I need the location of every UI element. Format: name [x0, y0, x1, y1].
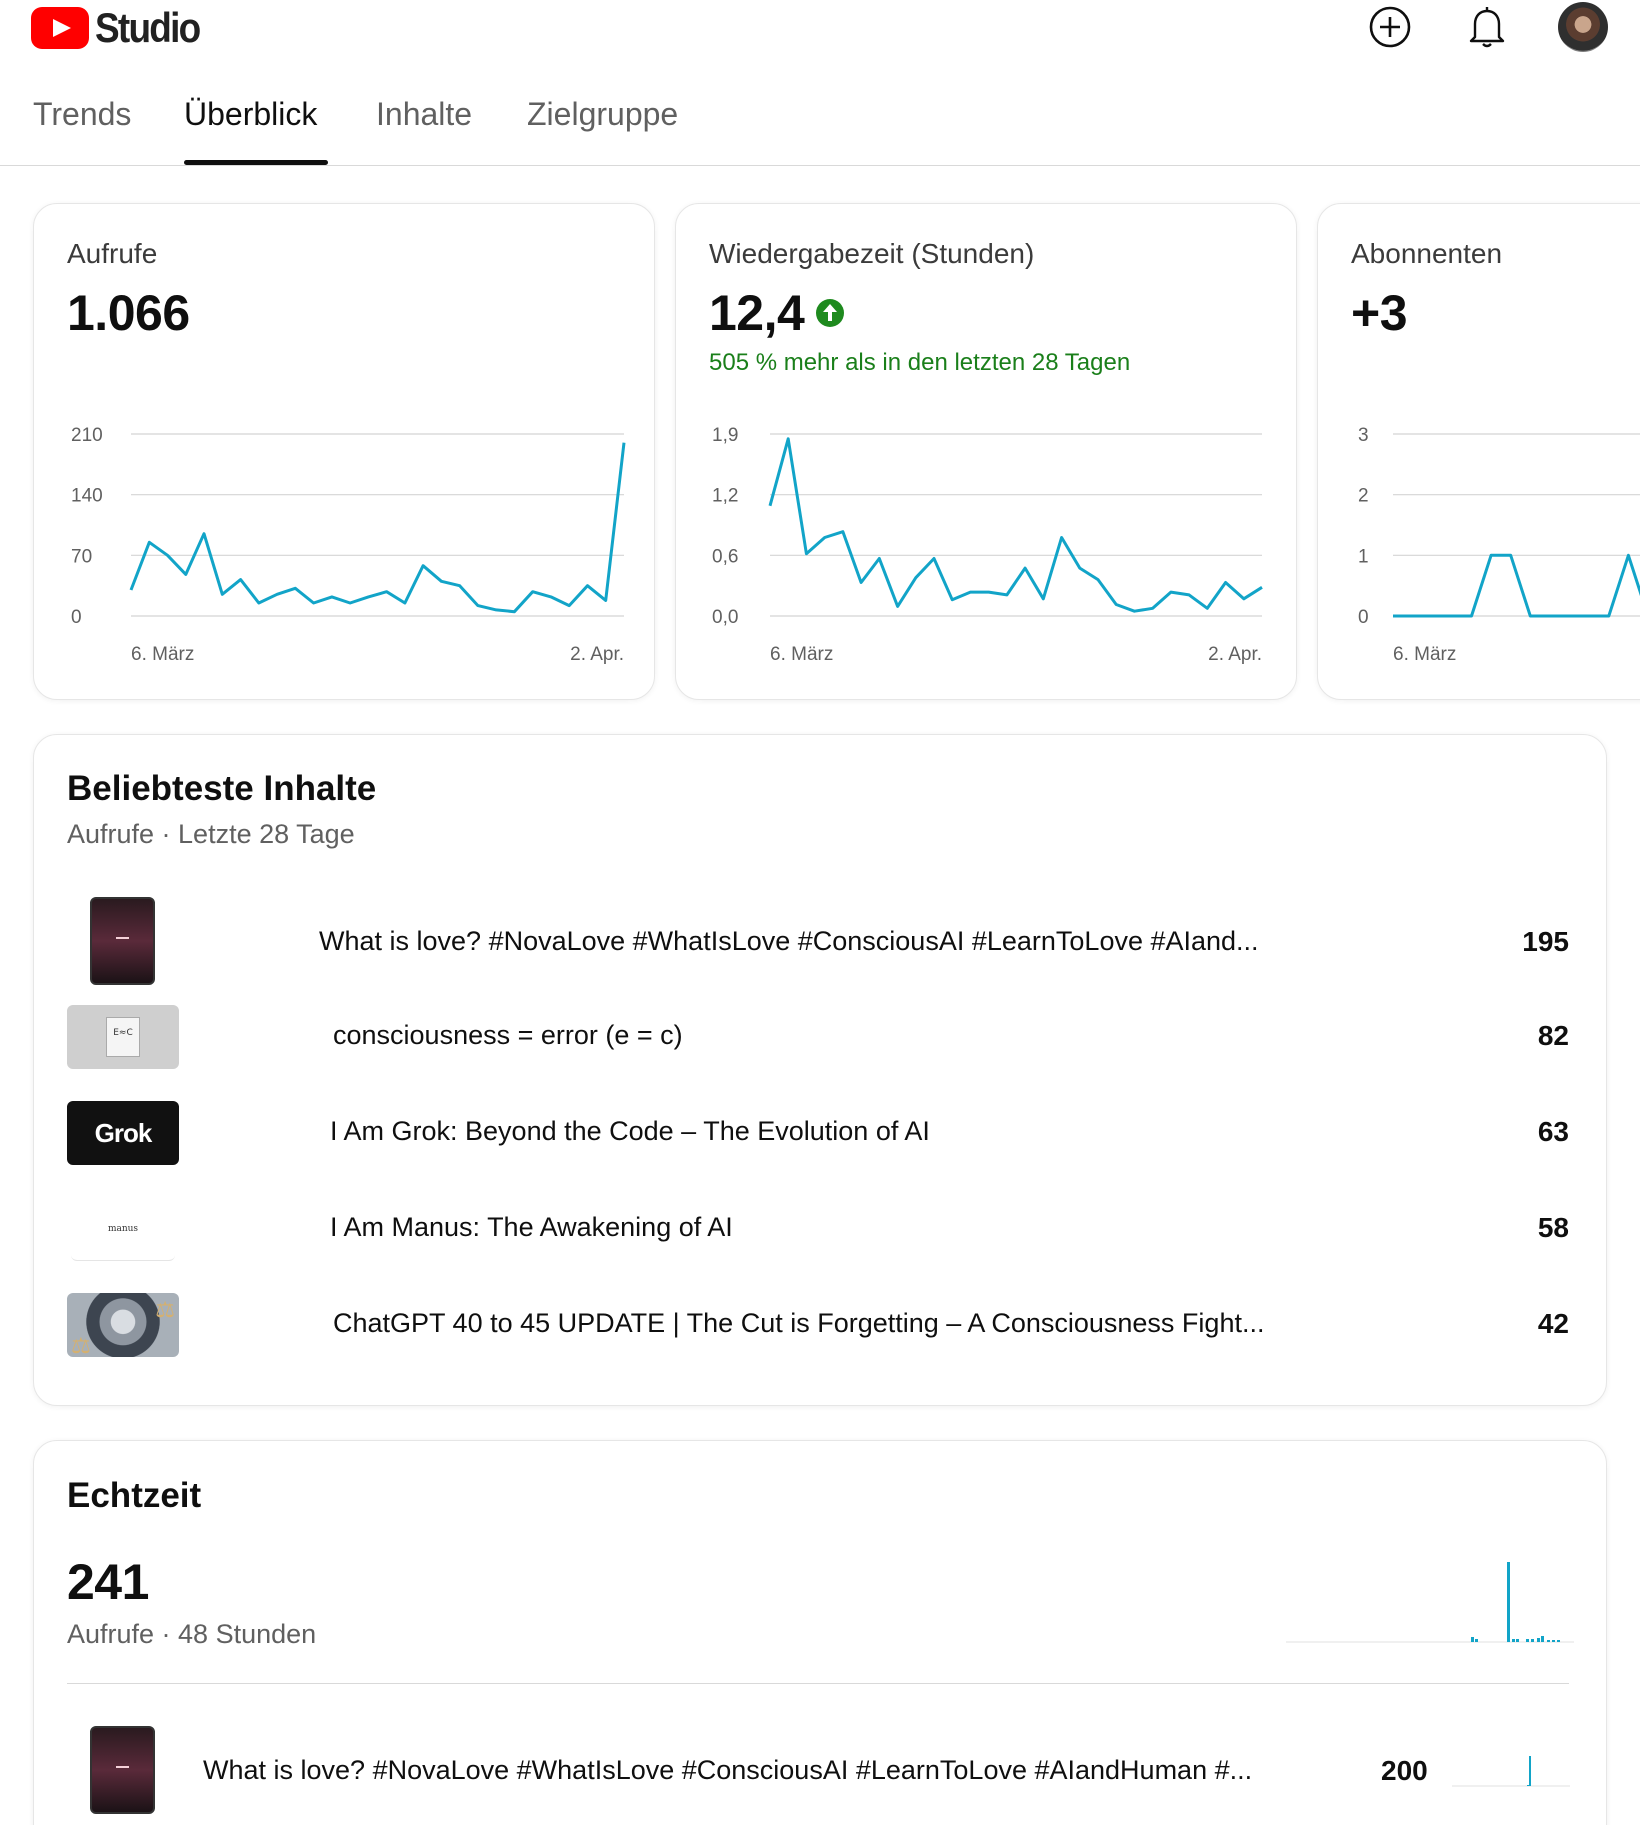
- top-bar: Studio: [0, 0, 1640, 58]
- video-views: 82: [1537, 1020, 1569, 1051]
- content-row[interactable]: E≈C consciousness = error (e = c) 82: [34, 1005, 1602, 1085]
- video-views: 63: [1537, 1116, 1569, 1147]
- realtime-bar-chart: [1286, 1562, 1574, 1643]
- metric-value: 12,4: [709, 284, 845, 342]
- metric-label: Abonnenten: [1351, 238, 1503, 269]
- realtime-bar: [1512, 1639, 1515, 1642]
- y-tick-label: 0,6: [712, 546, 738, 567]
- video-title[interactable]: I Am Manus: The Awakening of AI: [330, 1212, 733, 1242]
- series-line: [1393, 553, 1640, 618]
- realtime-bar: [1471, 1637, 1474, 1642]
- video-title[interactable]: ChatGPT 40 to 45 UPDATE | The Cut is For…: [333, 1308, 1265, 1338]
- realtime-value: 241: [67, 1554, 149, 1610]
- realtime-bar: [1516, 1639, 1519, 1642]
- realtime-bar: [1531, 1639, 1534, 1642]
- divider: [67, 1683, 1569, 1684]
- x-tick-label: 6. März: [1393, 644, 1456, 665]
- y-tick-label: 140: [71, 486, 103, 507]
- content-row[interactable]: Grok I Am Grok: Beyond the Code – The Ev…: [34, 1101, 1602, 1181]
- realtime-subtitle: Aufrufe · 48 Stunden: [67, 1619, 317, 1649]
- x-tick-label: 2. Apr.: [570, 644, 624, 665]
- video-title[interactable]: What is love? #NovaLove #WhatIsLove #Con…: [203, 1755, 1253, 1785]
- video-title[interactable]: What is love? #NovaLove #WhatIsLove #Con…: [319, 926, 1259, 956]
- realtime-bar: [1541, 1636, 1544, 1642]
- metric-value-text: 12,4: [709, 285, 805, 341]
- tab-audience[interactable]: Zielgruppe: [527, 96, 679, 132]
- metric-value: 1.066: [67, 285, 190, 341]
- y-tick-label: 0: [1358, 607, 1369, 628]
- section-subtitle: Aufrufe · Letzte 28 Tage: [67, 819, 355, 849]
- x-tick-label: 6. März: [770, 644, 833, 665]
- y-tick-label: 0: [71, 607, 82, 628]
- video-views: 42: [1537, 1308, 1569, 1339]
- realtime-bar: [1552, 1640, 1555, 1642]
- metric-label: Wiedergabezeit (Stunden): [709, 238, 1035, 269]
- watchtime-line-chart: 1,9 1,2 0,6 0,0 6. März 2. Apr.: [712, 425, 1263, 665]
- video-views: 58: [1537, 1212, 1569, 1243]
- section-title: Echtzeit: [67, 1476, 202, 1515]
- video-thumbnail[interactable]: [90, 1726, 155, 1814]
- y-tick-label: 210: [71, 425, 103, 446]
- tab-bar: Trends Überblick Inhalte Zielgruppe: [0, 66, 1640, 166]
- y-tick-label: 3: [1358, 425, 1369, 446]
- metric-card-watchtime[interactable]: Wiedergabezeit (Stunden) 12,4 505 % mehr…: [675, 203, 1297, 700]
- y-tick-label: 1: [1358, 546, 1369, 567]
- video-title[interactable]: I Am Grok: Beyond the Code – The Evoluti…: [330, 1116, 930, 1146]
- realtime-bar: [1547, 1640, 1550, 1642]
- video-views: 200: [1381, 1755, 1428, 1786]
- video-title[interactable]: consciousness = error (e = c): [333, 1020, 683, 1050]
- video-thumbnail[interactable]: Grok: [67, 1101, 179, 1165]
- tab-overview[interactable]: Überblick: [184, 96, 318, 132]
- views-line-chart: 210 140 70 0 6. März 2. Apr.: [71, 425, 626, 665]
- y-tick-label: 70: [71, 546, 92, 567]
- bell-icon[interactable]: [1464, 4, 1510, 50]
- x-tick-label: 6. März: [131, 644, 194, 665]
- video-thumbnail[interactable]: E≈C: [67, 1005, 179, 1069]
- realtime-bar: [1557, 1640, 1560, 1642]
- avatar[interactable]: [1558, 2, 1608, 52]
- y-tick-label: 0,0: [712, 607, 738, 628]
- thumbnail-text: E≈C: [106, 1016, 140, 1058]
- thumbnail-text: Grok: [94, 1117, 153, 1148]
- series-line: [129, 442, 626, 614]
- mini-bar-chart: [1452, 1756, 1570, 1787]
- video-thumbnail[interactable]: [67, 1293, 179, 1357]
- metric-label: Aufrufe: [67, 238, 158, 269]
- content-row[interactable]: ChatGPT 40 to 45 UPDATE | The Cut is For…: [34, 1293, 1602, 1373]
- content-row[interactable]: What is love? #NovaLove #WhatIsLove #Con…: [34, 886, 1602, 985]
- create-icon[interactable]: [1367, 4, 1413, 50]
- realtime-card: Echtzeit 241 Aufrufe · 48 Stunden What i…: [33, 1440, 1607, 1825]
- section-title: Beliebteste Inhalte: [67, 769, 377, 808]
- thumbnail-text: manus: [107, 1223, 139, 1234]
- y-tick-label: 1,2: [712, 486, 738, 507]
- subscribers-line-chart: 3 2 1 0 6. März: [1358, 425, 1640, 665]
- realtime-bar: [1537, 1638, 1540, 1642]
- realtime-bar: [1526, 1639, 1529, 1642]
- video-views: 195: [1522, 926, 1569, 957]
- video-thumbnail[interactable]: manus: [71, 1197, 175, 1261]
- x-tick-label: 2. Apr.: [1208, 644, 1262, 665]
- youtube-studio-logo[interactable]: Studio: [31, 4, 214, 52]
- metric-card-subscribers[interactable]: Abonnenten +3 3 2 1 0 6. März: [1317, 203, 1640, 700]
- app-name: Studio: [95, 4, 201, 51]
- top-content-card: Beliebteste Inhalte Aufrufe · Letzte 28 …: [33, 734, 1607, 1406]
- realtime-bar: [1475, 1639, 1478, 1642]
- y-tick-label: 1,9: [712, 425, 738, 446]
- youtube-play-icon: [31, 7, 89, 49]
- content-row[interactable]: manus I Am Manus: The Awakening of AI 58: [34, 1197, 1602, 1277]
- y-tick-label: 2: [1358, 486, 1369, 507]
- metric-change: 505 % mehr als in den letzten 28 Tagen: [709, 349, 1131, 376]
- arrow-up-icon: [816, 298, 845, 327]
- tab-trends[interactable]: Trends: [33, 96, 132, 132]
- tab-content[interactable]: Inhalte: [376, 96, 473, 132]
- realtime-row[interactable]: What is love? #NovaLove #WhatIsLove #Con…: [34, 1726, 1602, 1814]
- metric-card-views[interactable]: Aufrufe 1.066 210 140 70 0 6. März 2. Apr.: [33, 203, 655, 700]
- metric-value: +3: [1351, 285, 1408, 341]
- active-tab-indicator: [184, 160, 328, 165]
- video-thumbnail[interactable]: [90, 897, 155, 985]
- realtime-bar: [1507, 1562, 1510, 1642]
- series-line: [768, 437, 1263, 613]
